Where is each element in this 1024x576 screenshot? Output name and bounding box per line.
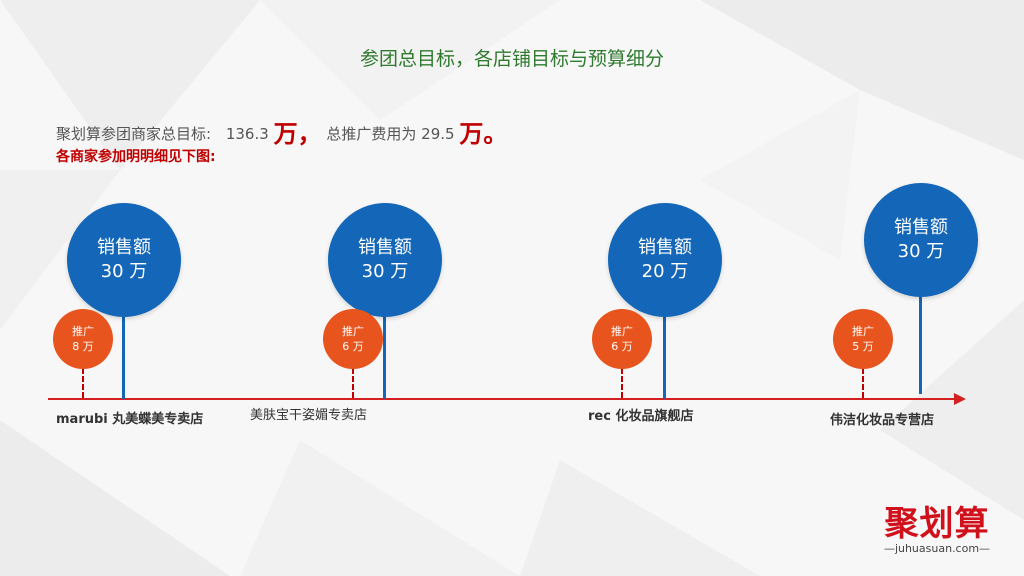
promo-label: 推广 <box>852 325 874 338</box>
sales-circle: 销售额 30 万 <box>328 203 442 317</box>
promo-label: 推广 <box>611 325 633 338</box>
sales-value: 30 万 <box>897 241 945 262</box>
promo-total-value: 29.5 <box>421 125 455 143</box>
promo-circle: 推广 6 万 <box>592 309 652 369</box>
timeline-axis <box>48 398 956 400</box>
store-name: 伟洁化妆品专营店 <box>830 413 935 428</box>
promo-value: 8 万 <box>72 340 94 353</box>
summary-prefix: 聚划算参团商家总目标: <box>56 125 212 143</box>
promo-value: 5 万 <box>852 340 874 353</box>
promo-dash <box>621 368 623 398</box>
details-subtitle: 各商家参加明明细见下图: <box>56 149 216 165</box>
sales-stem <box>122 300 125 399</box>
summary-line: 聚划算参团商家总目标: 136.3 万， 总推广费用为 29.5 万。 <box>56 114 507 149</box>
sales-circle: 销售额 30 万 <box>67 203 181 317</box>
promo-circle: 推广 5 万 <box>833 309 893 369</box>
promo-circle: 推广 6 万 <box>323 309 383 369</box>
promo-circle: 推广 8 万 <box>53 309 113 369</box>
sales-value: 30 万 <box>361 261 409 282</box>
total-target-unit: 万， <box>273 120 322 148</box>
total-target-value: 136.3 <box>225 125 269 143</box>
promo-dash <box>862 368 864 398</box>
logo-url: —juhuasuan.com— <box>883 542 991 555</box>
juhuasuan-logo: 聚划算 —juhuasuan.com— <box>862 505 1012 555</box>
sales-stem <box>383 300 386 399</box>
promo-label: 推广 <box>342 325 364 338</box>
sales-label: 销售额 <box>97 237 151 258</box>
store-name: rec 化妆品旗舰店 <box>588 409 694 424</box>
store-name: 美肤宝干姿媚专卖店 <box>250 408 368 423</box>
promo-dash <box>82 368 84 398</box>
sales-circle: 销售额 30 万 <box>864 183 978 297</box>
slide-title: 参团总目标，各店铺目标与预算细分 <box>359 48 664 70</box>
store-name: marubi 丸美蝶美专卖店 <box>56 412 204 427</box>
sales-circle: 销售额 20 万 <box>608 203 722 317</box>
sales-label: 销售额 <box>894 217 948 238</box>
sales-stem <box>919 290 922 394</box>
sales-label: 销售额 <box>638 237 692 258</box>
sales-value: 30 万 <box>100 261 148 282</box>
sales-label: 销售额 <box>358 237 412 258</box>
promo-value: 6 万 <box>611 340 633 353</box>
logo-text: 聚划算 <box>884 504 990 544</box>
sales-value: 20 万 <box>641 261 689 282</box>
timeline-arrow-icon <box>954 393 966 405</box>
promo-label: 推广 <box>72 325 94 338</box>
sales-stem <box>663 300 666 399</box>
promo-text: 总推广费用为 <box>326 125 417 143</box>
promo-value: 6 万 <box>342 340 364 353</box>
promo-dash <box>352 368 354 398</box>
promo-total-unit: 万。 <box>459 120 508 148</box>
